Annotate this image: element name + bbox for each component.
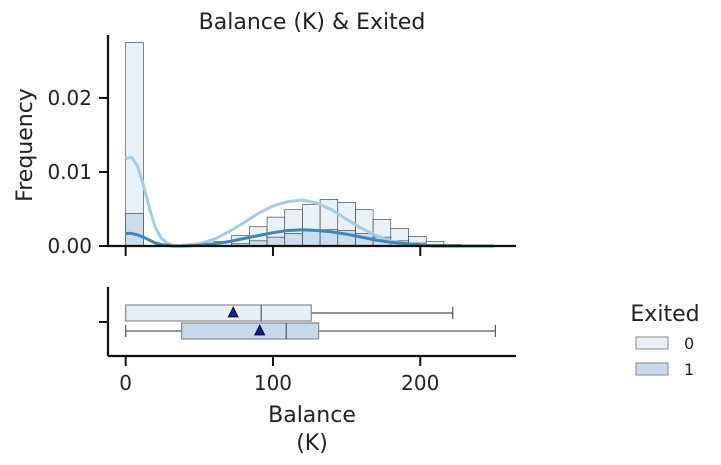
legend: Exited 01 (630, 302, 699, 379)
legend-title: Exited (630, 302, 699, 327)
legend-label-0: 0 (684, 334, 694, 353)
histogram-bars (125, 42, 480, 247)
hist-bar-exited-1-0 (125, 213, 144, 247)
hist-y-tick-label-1: 0.01 (47, 160, 92, 184)
x-tick-label-0: 0 (119, 371, 132, 395)
hist-bar-exited-1-10 (302, 230, 321, 247)
y-axis-label: Frequency (13, 88, 38, 202)
box-iqr-0 (125, 304, 312, 322)
box-iqr-1 (181, 322, 320, 340)
legend-swatch-0 (635, 336, 669, 350)
x-axis-label-line2: (K) (296, 431, 328, 456)
legend-label-1: 1 (684, 360, 694, 379)
hist-y-tick-label-2: 0.02 (47, 86, 92, 110)
legend-swatch-1 (635, 362, 669, 376)
boxplot-exited-0 (125, 304, 454, 322)
hist-bar-exited-1-8 (266, 236, 286, 247)
boxplot-exited-1 (125, 322, 496, 340)
legend-items: 01 (635, 334, 694, 379)
chart-title: Balance (K) & Exited (199, 10, 426, 35)
box-mean-marker-1 (254, 324, 266, 336)
histogram-panel: 0.00 0.01 0.02 (47, 35, 516, 258)
boxplot-panel: 0 100 200 (99, 287, 516, 395)
hist-y-tick-label-0: 0.00 (47, 234, 92, 258)
hist-bar-exited-1-9 (284, 233, 303, 247)
x-tick-label-1: 100 (254, 371, 292, 395)
boxplots (125, 304, 496, 340)
boxplot-axes: 0 100 200 (99, 287, 516, 395)
box-mean-marker-0 (227, 306, 239, 318)
x-axis-label-line1: Balance (268, 403, 356, 428)
x-tick-label-2: 200 (401, 371, 439, 395)
histogram-axes: 0.00 0.01 0.02 (47, 35, 516, 258)
